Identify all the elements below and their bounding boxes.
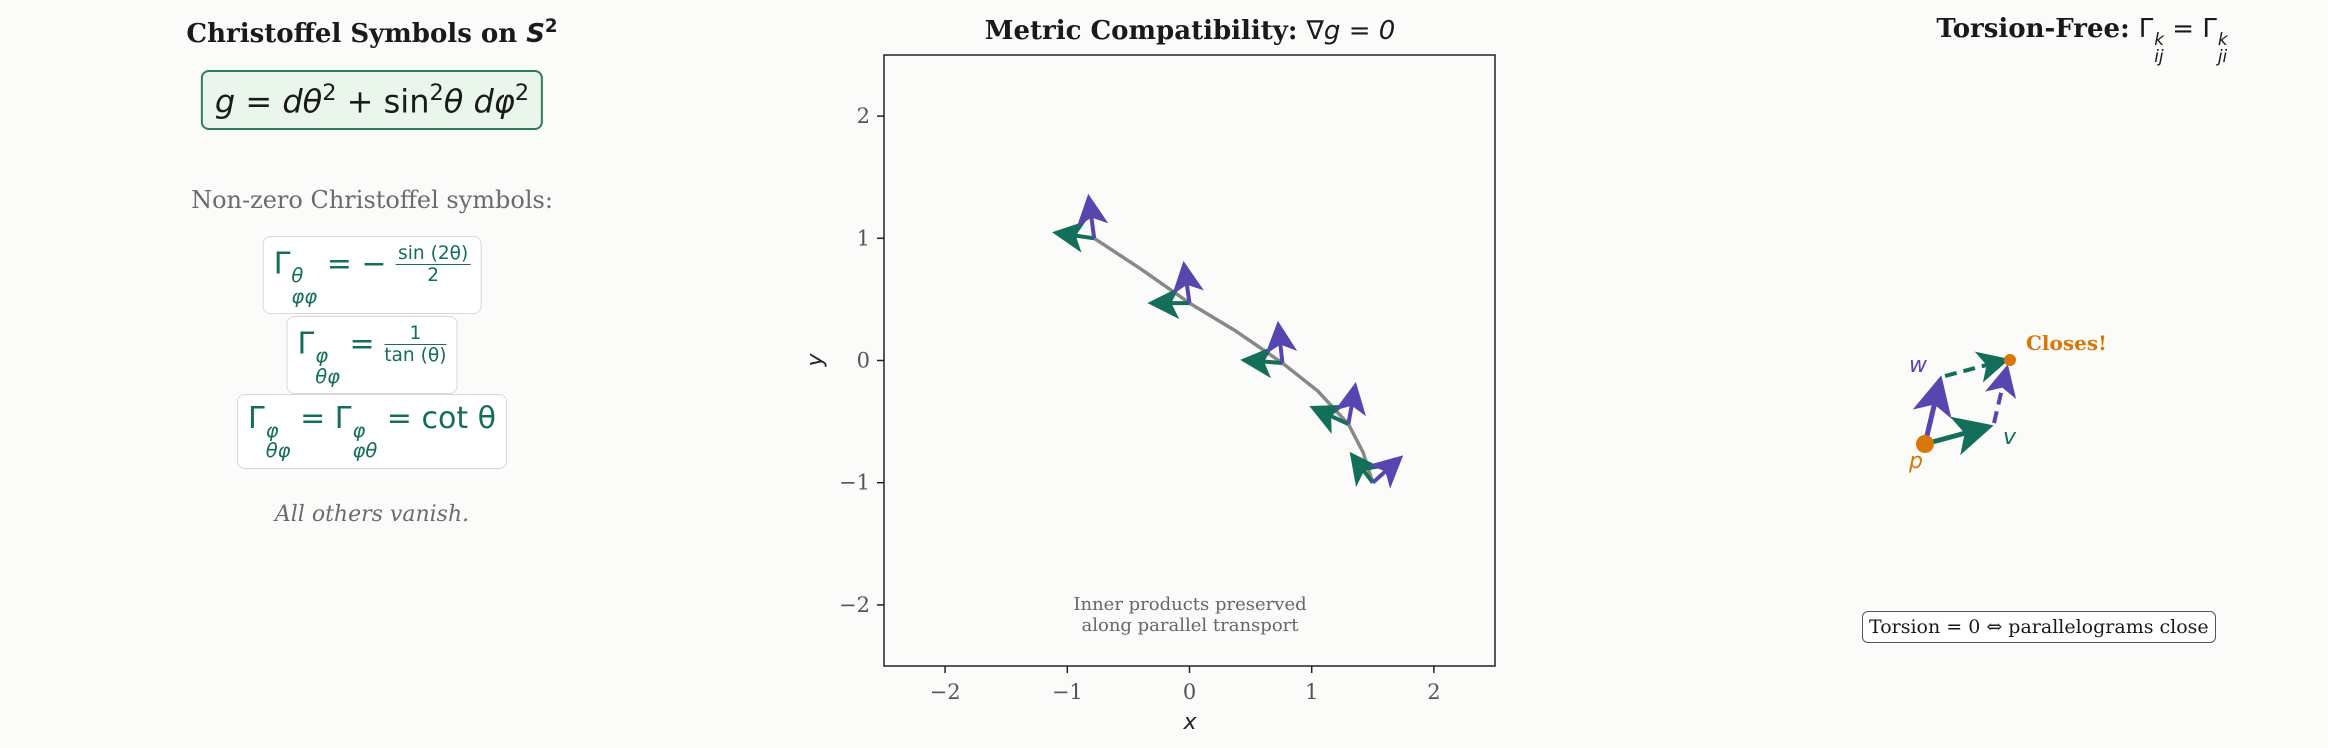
x-tick-label: −2 [930, 680, 961, 704]
x-tick-label: 2 [1427, 680, 1440, 704]
frame-vector-v2 [1172, 260, 1204, 304]
transport-curve-layer [1093, 236, 1375, 484]
center-panel-title: Metric Compatibility: ∇g = 0 [984, 16, 1396, 46]
label-closes: Closes! [2026, 331, 2107, 355]
x-axis-label: x [1182, 710, 1197, 735]
torsion-note-box: Torsion = 0 ⇔ parallelograms close [1862, 611, 2216, 643]
axis-ticks: −2 −1 0 1 2 −2 −1 0 1 2 [839, 104, 1441, 704]
y-tick-label: −2 [839, 593, 870, 617]
annotation-line-2: along parallel transport [1082, 615, 1300, 636]
x-tick-label: −1 [1052, 680, 1083, 704]
transport-curve [1093, 236, 1375, 484]
frame-vector-v1 [1052, 220, 1095, 253]
label-p: p [1908, 449, 1923, 474]
y-tick-label: 0 [857, 349, 870, 373]
label-w: w [1909, 353, 1928, 378]
transported-frames [1052, 193, 1404, 489]
annotation-line-1: Inner products preserved [1073, 594, 1306, 615]
y-tick-label: 2 [857, 104, 870, 128]
frame-vector-v1 [1309, 404, 1350, 434]
nonzero-label: Non-zero Christoffel symbols: [191, 186, 553, 214]
frame-vector-v2 [1076, 193, 1109, 239]
frame-vector-v2 [1265, 320, 1298, 364]
closing-point [2004, 354, 2016, 366]
vanish-note: All others vanish. [274, 502, 470, 527]
frame-vector-v1 [1240, 346, 1283, 379]
transported-v-arrow [1944, 351, 2010, 383]
left-panel-title: Christoffel Symbols on S2 [186, 16, 558, 49]
vector-w-arrow [1912, 375, 1952, 445]
metric-formula-box: g = dθ2 + sin2θ dφ2 [200, 70, 544, 131]
torsion-parallelogram: p v w Closes! [1908, 331, 2107, 474]
transported-w-arrow [1984, 364, 2017, 424]
frame-vector-v2 [1368, 455, 1404, 489]
label-v: v [2003, 425, 2017, 450]
frame-vector-v2 [1334, 381, 1367, 425]
point-p [1916, 435, 1934, 453]
y-tick-label: −1 [839, 471, 870, 495]
x-tick-label: 0 [1183, 680, 1196, 704]
y-tick-label: 1 [857, 226, 870, 250]
vector-v-arrow [1924, 416, 1994, 456]
plot-frame [883, 54, 1496, 667]
x-tick-label: 1 [1305, 680, 1318, 704]
y-axis-label: y [803, 353, 828, 368]
